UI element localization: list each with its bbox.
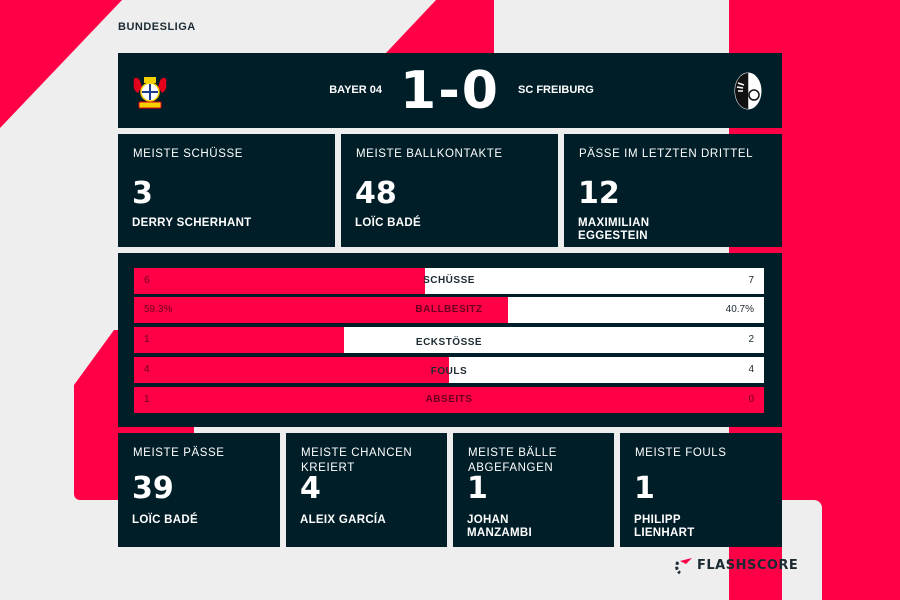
away-team-name: SC FREIBURG bbox=[518, 84, 594, 96]
home-value: 59.3% bbox=[144, 304, 173, 315]
card-value: 1 bbox=[467, 471, 488, 506]
card-title: PÄSSE IM LETZTEN DRITTEL bbox=[579, 148, 754, 160]
stat-label: ABSEITS bbox=[425, 394, 473, 405]
card-player: LOÏC BADÉ bbox=[355, 217, 421, 229]
home-share-bar bbox=[134, 268, 426, 294]
card-title: MEISTE CHANCEN KREIERT bbox=[301, 447, 413, 474]
home-share-bar bbox=[134, 357, 449, 383]
card-title: MEISTE SCHÜSSE bbox=[133, 148, 244, 160]
away-value: 0 bbox=[748, 394, 754, 405]
team-stats-panel: 6 SCHÜSSE 7 59.3% BALLBESITZ 40.7% 1 ECK… bbox=[118, 253, 782, 427]
card-player: DERRY SCHERHANT bbox=[132, 217, 252, 229]
home-value: 4 bbox=[144, 364, 150, 375]
home-share-bar bbox=[134, 387, 764, 413]
match-score: 1-0 bbox=[400, 61, 500, 121]
card-player: ALEIX GARCÍA bbox=[300, 514, 387, 526]
card-player: PHILIPP LIENHART bbox=[634, 514, 695, 539]
stat-label: BALLBESITZ bbox=[415, 304, 483, 315]
card-value: 3 bbox=[132, 176, 153, 211]
stat-card-interceptions: MEISTE BÄLLE ABGEFANGEN 1 JOHAN MANZAMBI bbox=[453, 433, 614, 547]
stat-label: FOULS bbox=[430, 366, 468, 377]
stat-card-chances-created: MEISTE CHANCEN KREIERT 4 ALEIX GARCÍA bbox=[286, 433, 447, 547]
stat-row-possession: 59.3% BALLBESITZ 40.7% bbox=[134, 297, 764, 323]
stat-row-offsides: 1 ABSEITS 0 bbox=[134, 387, 764, 413]
home-value: 6 bbox=[144, 275, 150, 286]
away-value: 40.7% bbox=[725, 304, 754, 315]
competition-label: BUNDESLIGA bbox=[118, 21, 196, 33]
stat-label: SCHÜSSE bbox=[423, 275, 475, 286]
stat-card-most-touches: MEISTE BALLKONTAKTE 48 LOÏC BADÉ bbox=[341, 134, 558, 247]
stat-row-shots: 6 SCHÜSSE 7 bbox=[134, 268, 764, 294]
home-value: 1 bbox=[144, 394, 150, 405]
home-share-bar bbox=[134, 327, 344, 353]
stat-card-most-fouls: MEISTE FOULS 1 PHILIPP LIENHART bbox=[620, 433, 782, 547]
card-player: LOÏC BADÉ bbox=[132, 514, 198, 526]
card-value: 12 bbox=[578, 176, 620, 211]
brand-name: FLASHSCORE bbox=[697, 558, 799, 573]
away-value: 4 bbox=[748, 364, 754, 375]
card-player: MAXIMILIAN EGGESTEIN bbox=[578, 217, 650, 242]
stat-row-fouls: 4 FOULS 4 bbox=[134, 357, 764, 383]
bg-shape-topleft bbox=[0, 0, 122, 128]
card-value: 4 bbox=[300, 471, 321, 506]
card-title: MEISTE BALLKONTAKTE bbox=[356, 148, 503, 160]
bg-shape-topcenter bbox=[386, 0, 494, 53]
away-value: 2 bbox=[748, 334, 754, 345]
home-team-name: BAYER 04 bbox=[329, 84, 382, 96]
sc-freiburg-crest-icon bbox=[734, 72, 762, 110]
stat-row-corners: 1 ECKSTÖSSE 2 bbox=[134, 327, 764, 353]
card-title: MEISTE PÄSSE bbox=[133, 447, 225, 459]
match-header: BAYER 04 1-0 SC FREIBURG bbox=[118, 53, 782, 128]
card-title: MEISTE BÄLLE ABGEFANGEN bbox=[468, 447, 558, 474]
card-value: 48 bbox=[355, 176, 397, 211]
home-share-bar bbox=[134, 297, 508, 323]
card-value: 1 bbox=[634, 471, 655, 506]
away-value: 7 bbox=[748, 275, 754, 286]
flashscore-logo-icon bbox=[675, 558, 692, 575]
bayer-leverkusen-crest-icon bbox=[133, 77, 167, 109]
stat-card-most-shots: MEISTE SCHÜSSE 3 DERRY SCHERHANT bbox=[118, 134, 335, 247]
card-player: JOHAN MANZAMBI bbox=[467, 514, 532, 539]
stat-card-most-passes: MEISTE PÄSSE 39 LOÏC BADÉ bbox=[118, 433, 280, 547]
card-title: MEISTE FOULS bbox=[635, 447, 727, 459]
bg-shape-notch bbox=[782, 500, 822, 600]
stat-label: ECKSTÖSSE bbox=[415, 337, 483, 348]
card-value: 39 bbox=[132, 471, 174, 506]
stat-card-final-third-passes: PÄSSE IM LETZTEN DRITTEL 12 MAXIMILIAN E… bbox=[564, 134, 782, 247]
home-value: 1 bbox=[144, 334, 150, 345]
